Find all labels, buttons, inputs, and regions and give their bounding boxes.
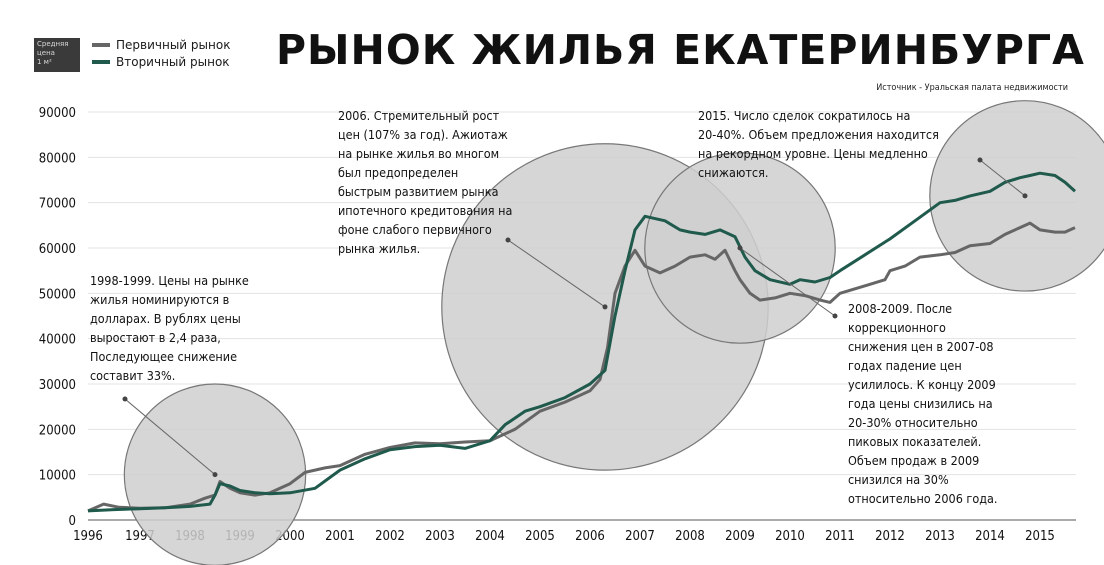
annotation-2008: 2008-2009. После коррекционного снижения…: [848, 301, 998, 506]
x-tick-label: 2013: [925, 529, 955, 544]
legend-swatch-secondary: [92, 60, 110, 64]
x-tick-label: 2012: [875, 529, 905, 544]
annotation-2015: 2015. Число сделок сократилось на 20-40%…: [698, 108, 939, 180]
y-tick-label: 40000: [39, 333, 76, 348]
annotation-dot: [505, 237, 511, 243]
unit-badge-line-3: 1 м²: [37, 58, 52, 66]
y-tick-label: 60000: [39, 242, 76, 257]
x-tick-label: 2014: [975, 529, 1005, 544]
annotation-1998: 1998-1999. Цены на рынке жилья номинирую…: [90, 273, 249, 383]
annotation-dot: [1022, 193, 1028, 199]
x-tick-label: 2010: [775, 529, 805, 544]
x-tick-label: 2011: [825, 529, 855, 544]
unit-badge: Средняя цена 1 м²: [34, 38, 80, 72]
unit-badge-line-2: цена: [37, 49, 55, 57]
y-tick-label: 90000: [39, 106, 76, 121]
legend-item-secondary: Вторичный рынок: [92, 55, 230, 69]
annotation-dot: [977, 157, 983, 163]
annotation-leader: [124, 398, 216, 476]
annotation-leader: [979, 159, 1026, 197]
annotation-dot: [122, 396, 128, 402]
series-line-secondary: [87, 171, 1077, 513]
legend-swatch-primary: [92, 43, 110, 47]
annotation-leader: [507, 239, 606, 308]
x-tick-label: 1996: [73, 529, 103, 544]
unit-badge-line-1: Средняя: [37, 40, 69, 48]
x-tick-label: 2007: [625, 529, 655, 544]
x-tick-label: 2005: [525, 529, 555, 544]
x-tick-label: 2001: [325, 529, 355, 544]
y-tick-label: 50000: [39, 287, 76, 302]
y-tick-label: 30000: [39, 378, 76, 393]
y-tick-label: 70000: [39, 197, 76, 212]
legend-label-secondary: Вторичный рынок: [116, 55, 230, 69]
legend-item-primary: Первичный рынок: [92, 38, 230, 52]
x-tick-label: 2006: [575, 529, 605, 544]
x-tick-label: 2008: [675, 529, 705, 544]
x-tick-label: 2002: [375, 529, 405, 544]
x-tick-label: 2015: [1025, 529, 1055, 544]
y-tick-label: 0: [69, 514, 76, 529]
annotation-dot: [212, 472, 218, 478]
x-tick-label: 2004: [475, 529, 505, 544]
annotation-dot: [737, 245, 743, 251]
source-note: Источник - Уральская палата недвижимости: [876, 83, 1068, 93]
x-tick-label: 2009: [725, 529, 755, 544]
y-tick-label: 20000: [39, 423, 76, 438]
highlight-circle: [929, 100, 1104, 292]
y-tick-label: 10000: [39, 469, 76, 484]
annotation-leader: [739, 247, 836, 317]
series-line-primary: [87, 221, 1076, 513]
annotation-dot: [602, 304, 608, 310]
legend-label-primary: Первичный рынок: [116, 38, 231, 52]
annotation-dot: [832, 313, 838, 319]
chart-title: РЫНОК ЖИЛЬЯ ЕКАТЕРИНБУРГА: [276, 26, 1085, 74]
annotation-2006: 2006. Стремительный рост цен (107% за го…: [338, 108, 513, 256]
y-tick-label: 80000: [39, 151, 76, 166]
x-tick-label: 2003: [425, 529, 455, 544]
